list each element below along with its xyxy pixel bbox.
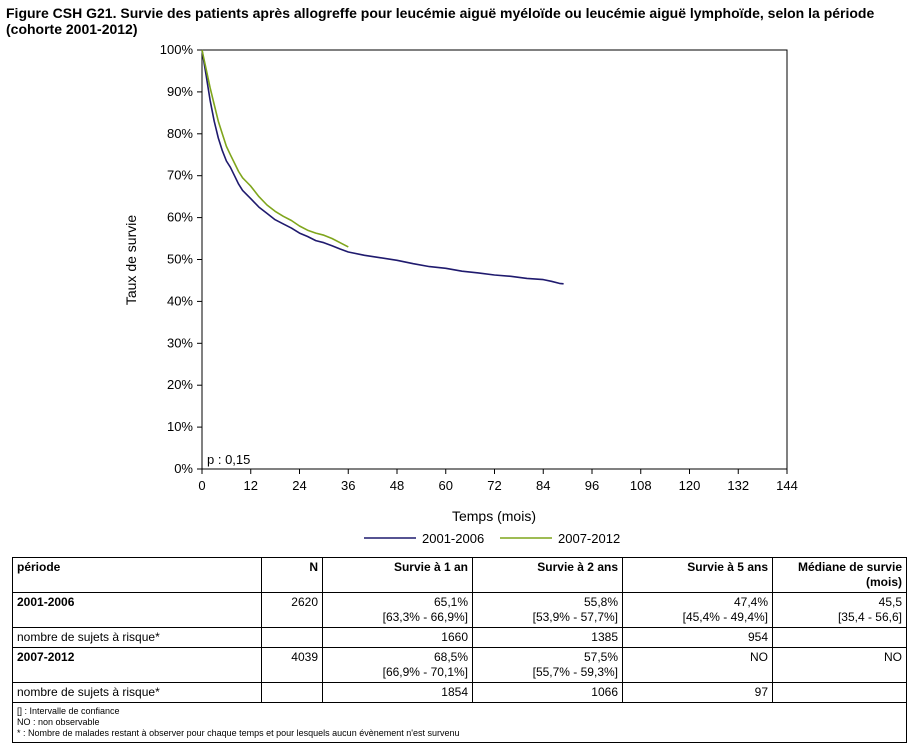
risk-1an: 1854 [322,682,473,703]
table-row: 2001-2006 2620 65,1% [63,3% - 66,9%] 55,… [12,592,907,628]
y-tick-label: 50% [167,252,193,267]
plot-frame [201,49,788,470]
value: 55,8% [583,595,618,609]
row-survie-1an: 68,5% [66,9% - 70,1%] [322,647,473,683]
header-survie-2ans: Survie à 2 ans [472,557,623,593]
y-tick-label: 70% [167,168,193,183]
risk-5ans: 97 [622,682,773,703]
empty-cell [772,627,907,648]
note-no: NO : non observable [17,717,100,727]
x-tick-label: 108 [630,478,652,493]
x-tick-label: 144 [776,478,798,493]
y-tick-label: 40% [167,293,193,308]
row-n: 4039 [261,647,323,683]
x-tick-label: 72 [487,478,501,493]
series-line-2007-2012 [201,49,349,248]
confidence-interval: [63,3% - 66,9%] [382,610,468,624]
row-mediane: NO [772,647,907,683]
table-notes: [] : Intervalle de confiance NO : non ob… [12,702,907,743]
x-tick-label: 84 [536,478,550,493]
value: 65,1% [433,595,468,609]
empty-cell [261,627,323,648]
x-axis: 0 12 24 36 48 60 72 84 96 108 120 132 144 [198,469,798,493]
header-n: N [261,557,323,593]
p-value-annotation: p : 0,15 [207,452,250,467]
x-tick-label: 120 [679,478,701,493]
y-axis: 0% 10% 20% 30% 40% 50% 60% 70% 80% 90% 100% [160,42,202,476]
y-tick-label: 20% [167,377,193,392]
table-row: 2007-2012 4039 68,5% [66,9% - 70,1%] 57,… [12,647,907,683]
x-axis-label: Temps (mois) [452,508,536,524]
header-survie-5ans: Survie à 5 ans [622,557,773,593]
table-row: nombre de sujets à risque* 1660 1385 954 [12,627,907,648]
x-tick-label: 48 [390,478,404,493]
y-tick-label: 10% [167,419,193,434]
series-line-2001-2006 [201,49,564,285]
row-mediane: 45,5 [35,4 - 56,6] [772,592,907,628]
risk-2ans: 1385 [472,627,623,648]
table-notes-row: [] : Intervalle de confiance NO : non ob… [12,702,907,743]
header-mediane: Médiane de survie (mois) [772,557,907,593]
x-tick-label: 60 [439,478,453,493]
y-tick-label: 100% [160,42,194,57]
risk-2ans: 1066 [472,682,623,703]
row-survie-2ans: 57,5% [55,7% - 59,3%] [472,647,623,683]
confidence-interval: [45,4% - 49,4%] [682,610,768,624]
risk-1an: 1660 [322,627,473,648]
empty-cell [772,682,907,703]
note-risk: * : Nombre de malades restant à observer… [17,728,460,738]
x-tick-label: 132 [727,478,749,493]
survival-table: période N Survie à 1 an Survie à 2 ans S… [12,557,907,743]
legend: 2001-2006 2007-2012 [364,531,620,546]
y-tick-label: 60% [167,210,193,225]
confidence-interval: [55,7% - 59,3%] [532,665,618,679]
risk-label: nombre de sujets à risque* [12,682,262,703]
legend-label: 2007-2012 [558,531,620,546]
x-tick-label: 24 [292,478,306,493]
table-row: nombre de sujets à risque* 1854 1066 97 [12,682,907,703]
row-survie-2ans: 55,8% [53,9% - 57,7%] [472,592,623,628]
y-tick-label: 0% [174,461,193,476]
confidence-interval: [66,9% - 70,1%] [382,665,468,679]
row-survie-5ans: NO [622,647,773,683]
row-n: 2620 [261,592,323,628]
confidence-interval: [35,4 - 56,6] [837,610,902,624]
empty-cell [261,682,323,703]
row-survie-5ans: 47,4% [45,4% - 49,4%] [622,592,773,628]
table-header-row: période N Survie à 1 an Survie à 2 ans S… [12,557,907,593]
y-tick-label: 30% [167,335,193,350]
x-tick-label: 96 [585,478,599,493]
risk-5ans: 954 [622,627,773,648]
value: 47,4% [733,595,768,609]
header-periode: période [12,557,262,593]
x-tick-label: 36 [341,478,355,493]
x-tick-label: 0 [198,478,205,493]
x-tick-label: 12 [244,478,258,493]
survival-chart: 0% 10% 20% 30% 40% 50% 60% 70% 80% 90% 100% 0 12 24 3… [123,42,798,546]
figure-title: Figure CSH G21. Survie des patients aprè… [6,5,875,37]
y-axis-label: Taux de survie [123,215,139,305]
value: 45,5 [878,595,902,609]
row-survie-1an: 65,1% [63,3% - 66,9%] [322,592,473,628]
y-tick-label: 80% [167,126,193,141]
value: 57,5% [583,650,618,664]
confidence-interval: [53,9% - 57,7%] [532,610,618,624]
y-tick-label: 90% [167,84,193,99]
value: 68,5% [433,650,468,664]
row-period-label: 2001-2006 [12,592,262,628]
series-lines [201,49,564,285]
row-period-label: 2007-2012 [12,647,262,683]
legend-label: 2001-2006 [422,531,484,546]
risk-label: nombre de sujets à risque* [12,627,262,648]
plot-border [201,49,788,470]
note-ci: [] : Intervalle de confiance [17,706,120,716]
header-survie-1an: Survie à 1 an [322,557,473,593]
